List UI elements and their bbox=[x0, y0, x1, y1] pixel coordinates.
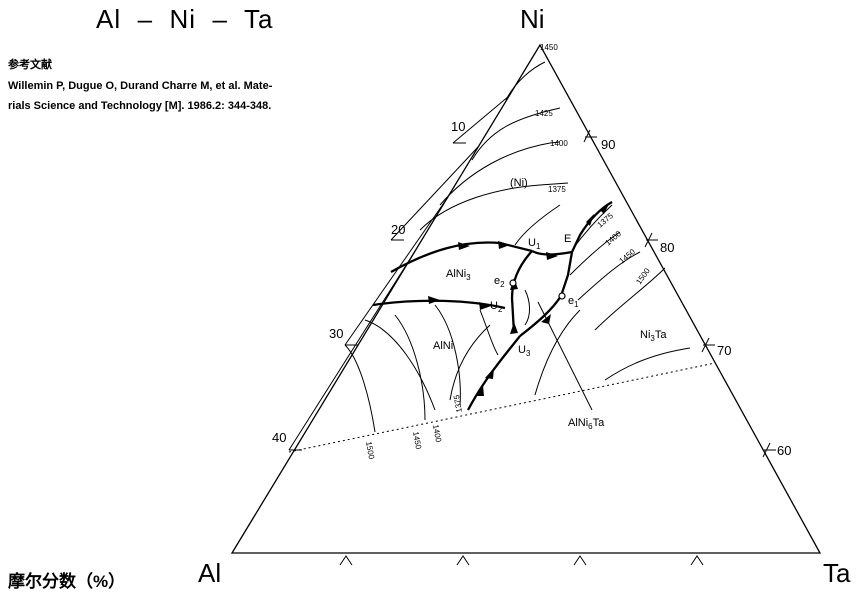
isotherm-label-1375: 1375 bbox=[548, 185, 566, 194]
arrow bbox=[476, 385, 484, 396]
title-element-ni: Ni bbox=[169, 4, 197, 34]
right-tick-label-80: 80 bbox=[660, 240, 674, 255]
isotherms bbox=[344, 61, 691, 433]
left-tick bbox=[344, 196, 449, 346]
isotherm-label-1450-right: 1450 bbox=[618, 247, 638, 266]
isotherm-1425 bbox=[471, 107, 561, 161]
left-axis-ticks bbox=[288, 95, 510, 451]
left-tick bbox=[452, 95, 510, 144]
point-e2-marker bbox=[509, 279, 517, 287]
isotherm-1500-alni bbox=[344, 344, 376, 433]
isotherm-label-1400: 1400 bbox=[550, 139, 568, 148]
isotherm-1400-right bbox=[569, 231, 621, 276]
left-tick-label-10: 10 bbox=[451, 119, 465, 134]
boundary-e1-u3 bbox=[519, 295, 562, 337]
reference-text: Willemin P, Dugue O, Durand Charre M, et… bbox=[8, 76, 360, 116]
isotherm-1400-alni bbox=[434, 304, 461, 406]
bottom-axis-ticks bbox=[339, 555, 704, 566]
reference-line-1: Willemin P, Dugue O, Durand Charre M, et… bbox=[8, 80, 273, 92]
point-label-e: E bbox=[564, 233, 571, 245]
isotherm-1500-right bbox=[594, 267, 666, 331]
isotherm-1450-top bbox=[505, 61, 546, 101]
phase-label-alni3: AlNi3 bbox=[446, 268, 471, 282]
boundary-arrows bbox=[428, 204, 609, 396]
arrow bbox=[485, 368, 494, 379]
point-label-u1: U1 bbox=[528, 237, 541, 251]
phase-label-ni3ta: Ni3Ta bbox=[640, 329, 667, 343]
phase-label-alni6ta: AlNi6Ta bbox=[568, 417, 605, 431]
isotherm-label-1450-alni: 1450 bbox=[411, 431, 423, 451]
isotherm-1375-ni bbox=[419, 182, 569, 231]
isotherm-1400-upper bbox=[439, 141, 561, 206]
point-e1-marker bbox=[558, 292, 566, 300]
isotherm-label-1500-right: 1500 bbox=[634, 266, 652, 286]
phase-label-ni: (Ni) bbox=[510, 177, 528, 189]
arrow bbox=[428, 296, 440, 304]
isotherm-label-1375-alni: 1375 bbox=[452, 394, 464, 414]
boundary-e-down bbox=[559, 251, 574, 297]
arrow bbox=[546, 252, 558, 260]
isotherm-1375-alni bbox=[449, 324, 491, 401]
title-element-ta: Ta bbox=[244, 4, 274, 34]
alni6ta-leader-line bbox=[537, 301, 593, 411]
isotherm-label-1375-right: 1375 bbox=[596, 211, 616, 230]
left-tick-label-40: 40 bbox=[272, 430, 286, 445]
isotherm-label-1400-right: 1400 bbox=[604, 229, 624, 248]
isotherm-label-1450: 1450 bbox=[540, 43, 558, 52]
point-label-u2: U2 bbox=[490, 300, 503, 314]
mole-fraction-label: 摩尔分数（%） bbox=[8, 572, 126, 591]
corner-label-ni: Ni bbox=[520, 4, 545, 34]
title-dash: – bbox=[129, 4, 162, 34]
boundary-alni3-ni bbox=[390, 241, 533, 274]
corner-label-ta: Ta bbox=[823, 558, 851, 588]
boundary-u3-bottom bbox=[466, 335, 521, 411]
left-tick bbox=[288, 247, 418, 451]
arrow bbox=[586, 214, 594, 226]
isotherm-1450-alni bbox=[394, 314, 426, 421]
arrow bbox=[600, 204, 609, 214]
right-axis-ticks bbox=[583, 129, 776, 458]
phase-label-alni: AlNi bbox=[433, 340, 453, 352]
isotherm-label-1500-alni: 1500 bbox=[364, 441, 376, 461]
arrow bbox=[479, 302, 491, 310]
reference-line-2: rials Science and Technology [M]. 1986.2… bbox=[8, 100, 272, 112]
right-tick-label-90: 90 bbox=[601, 137, 615, 152]
point-label-e1: e1 bbox=[568, 295, 579, 309]
arrow bbox=[498, 241, 510, 249]
ternary-triangle bbox=[230, 43, 822, 554]
isotherm-label-1425: 1425 bbox=[535, 109, 553, 118]
left-tick-label-20: 20 bbox=[391, 222, 405, 237]
isotherm-1450-right bbox=[577, 251, 641, 301]
left-tick-label-30: 30 bbox=[329, 326, 343, 341]
arrow bbox=[510, 322, 518, 334]
right-tick-label-70: 70 bbox=[717, 343, 731, 358]
right-tick-label-60: 60 bbox=[777, 443, 791, 458]
point-label-u3: U3 bbox=[518, 344, 531, 358]
arrow bbox=[458, 242, 470, 250]
left-tick bbox=[390, 146, 479, 241]
point-label-e2: e2 bbox=[494, 275, 505, 289]
dotted-boundary-line bbox=[288, 362, 716, 453]
phase-boundaries bbox=[372, 201, 613, 411]
title-dash: – bbox=[204, 4, 237, 34]
reference-heading: 参考文献 bbox=[8, 59, 52, 71]
diagram-title: Al – Ni – Ta bbox=[96, 4, 273, 35]
corner-label-al: Al bbox=[198, 558, 222, 588]
title-element-al: Al bbox=[96, 4, 122, 34]
boundary-alni-alni3 bbox=[372, 299, 506, 310]
isotherm-label-1400-alni: 1400 bbox=[431, 424, 443, 444]
boundary-u1-u2 bbox=[510, 250, 533, 334]
